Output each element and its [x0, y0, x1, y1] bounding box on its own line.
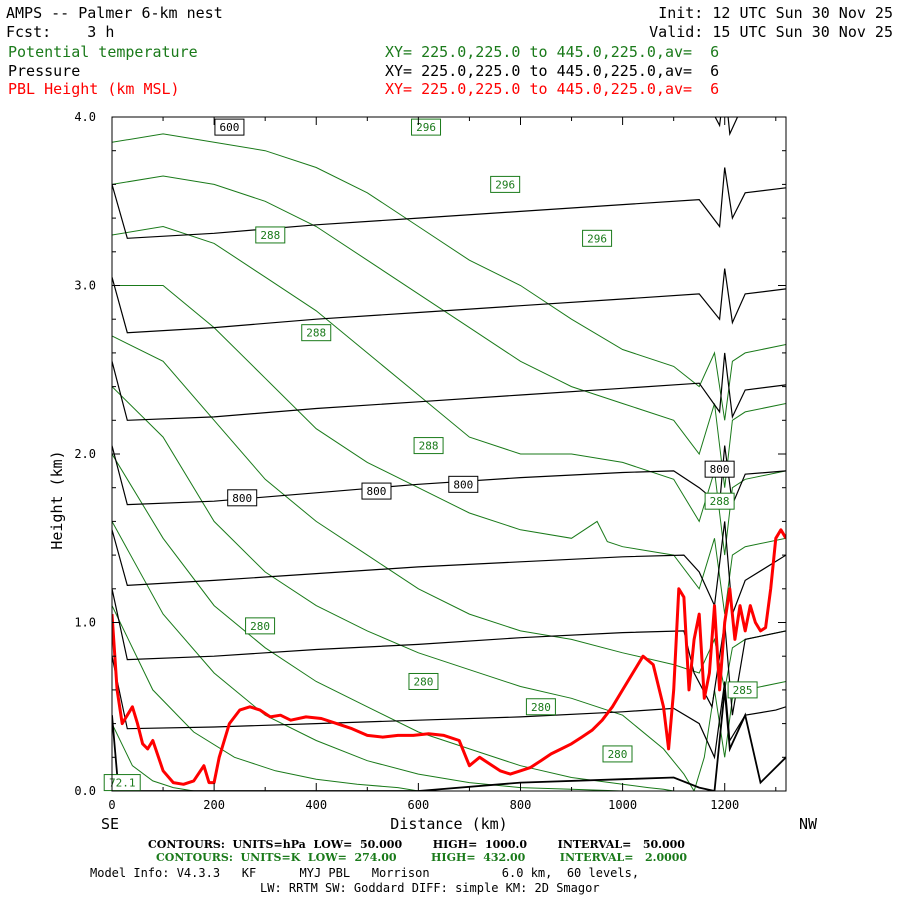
theta-contour-label-box: [727, 681, 758, 699]
legend-pressure-xy: XY= 225.0,225.0 to 445.0,225.0,av= 6: [385, 62, 719, 80]
pressure-contour-750: [112, 352, 786, 421]
y-tick-label: 2.0: [74, 447, 96, 461]
theta-contour-label: 288: [306, 327, 326, 340]
pressure-contour-label: 800: [453, 478, 473, 491]
theta-contour-line: [112, 175, 786, 488]
theta-contour-label: 288: [419, 440, 439, 453]
theta-contour-label: 280: [531, 701, 551, 714]
theta-contour-line: [112, 285, 786, 615]
x-tick-label: 400: [305, 798, 327, 812]
pressure-contour-label: 800: [710, 463, 730, 476]
header-valid: Valid: 15 UTC Sun 30 Nov 25: [649, 23, 893, 41]
theta-contour-label: 296: [416, 121, 436, 134]
pressure-contour-1000: [112, 689, 786, 791]
pressure-contour-650: [112, 167, 786, 239]
pressure-contour-950: [112, 656, 786, 760]
pressure-contour-900: [112, 588, 786, 716]
footer-pressure-contours: CONTOURS: UNITS=hPa LOW= 50.000 HIGH= 10…: [148, 838, 685, 851]
theta-contour-label: 288: [710, 495, 730, 508]
theta-contour-label-box: [490, 175, 521, 193]
right-end-label: NW: [799, 815, 818, 833]
x-tick-label: 200: [203, 798, 225, 812]
header-init: Init: 12 UTC Sun 30 Nov 25: [658, 4, 893, 22]
theta-contour-label-box: [301, 324, 332, 342]
theta-contour-label: 285: [733, 684, 753, 697]
y-tick-label: 0.0: [74, 784, 96, 798]
theta-contour-line: [112, 453, 674, 791]
theta-contour-label-box: [245, 617, 276, 635]
pressure-contour-700: [112, 268, 786, 334]
theta-contour-label-box: [602, 745, 633, 763]
theta-contour-label-box: [582, 229, 613, 247]
theta-contour-label: 72.1: [109, 777, 136, 790]
x-tick-label: 1200: [710, 798, 739, 812]
x-tick-label: 600: [408, 798, 430, 812]
pressure-contour-label-box: [214, 118, 245, 136]
axes: 0 200 400 600 800 1000 1200 0.0 1.0 2.0 3.0 4.0: [74, 110, 786, 812]
y-tick-label: 4.0: [74, 110, 96, 124]
pressure-contour-label: 800: [367, 485, 387, 498]
theta-contour-line: [112, 605, 419, 791]
theta-contour-label: 280: [250, 620, 270, 633]
contour-labels: 296 296 296 288 288 288 288 280 280 280 280 285 72.1…: [103, 118, 758, 792]
theta-contours: [112, 133, 786, 791]
legend-pressure-name: Pressure: [8, 62, 80, 80]
footer-physics-info: LW: RRTM SW: Goddard DIFF: simple KM: 2D…: [260, 881, 600, 895]
footer-theta-contours: CONTOURS: UNITS=K LOW= 274.00 HIGH= 432.…: [156, 851, 687, 864]
pressure-contour-label: 600: [220, 121, 240, 134]
theta-contour-label-box: [704, 492, 735, 510]
y-axis-label: Height (km): [48, 450, 66, 549]
x-tick-label: 1000: [608, 798, 637, 812]
y-tick-label: 3.0: [74, 279, 96, 293]
left-end-label: SE: [101, 815, 119, 833]
theta-contour-label-box: [255, 226, 286, 244]
legend-pbl-xy: XY= 225.0,225.0 to 445.0,225.0,av= 6: [385, 80, 719, 98]
theta-contour-label: 288: [260, 229, 280, 242]
y-tick-label: 1.0: [74, 616, 96, 630]
theta-contour-label-box: [525, 698, 556, 716]
pressure-contour-label: 800: [232, 492, 252, 505]
pressure-contour-label-box: [448, 475, 479, 493]
pressure-contour-600: [112, 117, 739, 137]
legend-theta-xy: XY= 225.0,225.0 to 445.0,225.0,av= 6: [385, 43, 719, 61]
x-axis-label: Distance (km): [390, 815, 507, 833]
plot-frame: [111, 116, 787, 792]
theta-contour-line: [112, 335, 786, 690]
pressure-contour-label-box: [704, 460, 735, 478]
pressure-contours: [112, 117, 786, 791]
theta-contour-label-box: [408, 672, 439, 690]
header-fcst: Fcst: 3 h: [6, 23, 114, 41]
pressure-contour-label-box: [361, 482, 392, 500]
header-title: AMPS -- Palmer 6-km nest: [6, 4, 223, 22]
theta-contour-label: 296: [587, 232, 607, 245]
pbl-height-line: [112, 528, 786, 786]
theta-contour-line: [112, 723, 194, 791]
footer-model-info: Model Info: V4.3.3 KF MYJ PBL Morrison 6…: [90, 866, 639, 880]
x-tick-label: 0: [108, 798, 115, 812]
theta-contour-line: [112, 225, 786, 556]
legend-theta-name: Potential temperature: [8, 43, 198, 61]
legend-pbl-name: PBL Height (km MSL): [8, 80, 180, 98]
pbl-height-series: [112, 528, 786, 786]
theta-contour-line: [112, 386, 786, 791]
theta-contour-line: [112, 521, 623, 791]
theta-contour-label: 280: [414, 675, 434, 688]
theta-contour-label: 296: [495, 178, 515, 191]
theta-contour-label-box: [413, 437, 444, 455]
theta-contour-label: 280: [608, 748, 628, 761]
pressure-contour-800: [112, 445, 786, 507]
x-tick-label: 800: [510, 798, 532, 812]
pressure-contour-label-box: [227, 489, 258, 507]
theta-contour-line: [112, 133, 786, 421]
